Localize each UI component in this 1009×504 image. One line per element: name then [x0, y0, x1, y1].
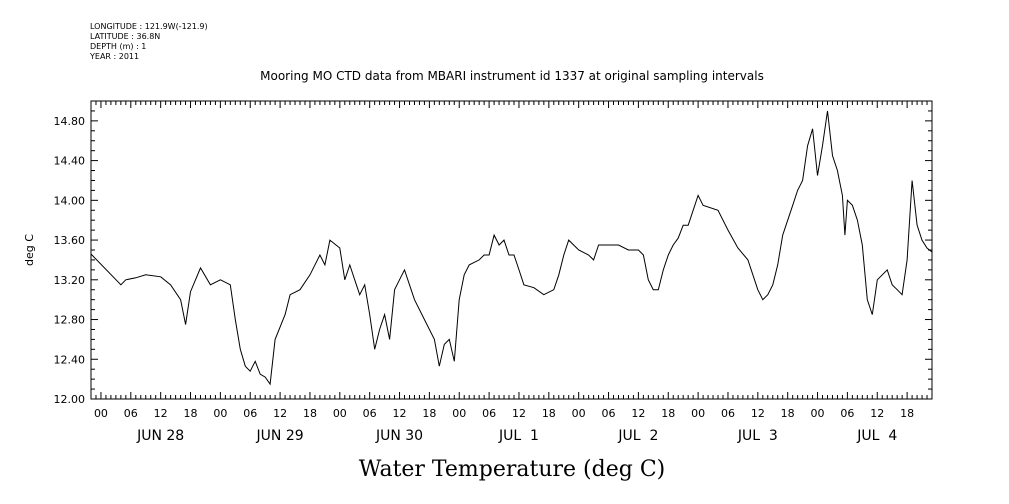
- y-axis-label: deg C: [23, 234, 36, 266]
- x-day-label: JUN 28: [136, 428, 184, 444]
- year-label: YEAR : 2011: [90, 52, 140, 61]
- x-tick-label: 12: [512, 407, 526, 420]
- y-tick-label: 12.00: [54, 393, 86, 406]
- x-tick-label: 18: [900, 407, 914, 420]
- x-tick-label: 18: [781, 407, 795, 420]
- x-day-label: JUL 2: [617, 428, 658, 444]
- x-tick-label: 12: [273, 407, 287, 420]
- x-day-label: JUN 29: [256, 428, 304, 444]
- x-tick-label: 06: [124, 407, 138, 420]
- x-tick-label: 00: [572, 407, 586, 420]
- x-tick-label: 18: [422, 407, 436, 420]
- x-tick-label: 18: [661, 407, 675, 420]
- x-day-label: JUL 4: [856, 428, 897, 444]
- longitude-label: LONGITUDE : 121.9W(-121.9): [90, 22, 208, 31]
- chart-title: Mooring MO CTD data from MBARI instrumen…: [260, 69, 764, 83]
- depth-label: DEPTH (m) : 1: [90, 42, 147, 51]
- y-tick-label: 13.60: [54, 234, 86, 247]
- axes-group: 12.00 12.40 12.80 13.20 13.60 14.00 14.40 14.80…: [54, 100, 933, 444]
- x-tick-label: 00: [691, 407, 705, 420]
- x-day-label: JUL 3: [737, 428, 778, 444]
- x-day-label: JUL 1: [498, 428, 539, 444]
- y-tick-label: 14.00: [54, 194, 86, 207]
- x-tick-label: 18: [303, 407, 317, 420]
- x-day-label: JUN 30: [375, 428, 423, 444]
- metadata-block: LONGITUDE : 121.9W(-121.9) LATITUDE : 36…: [90, 22, 208, 62]
- x-tick-label: 18: [184, 407, 198, 420]
- x-tick-label: 00: [811, 407, 825, 420]
- x-tick-label: 06: [602, 407, 616, 420]
- y-tick-label: 14.40: [54, 155, 86, 168]
- x-tick-label: 18: [542, 407, 556, 420]
- x-tick-label: 06: [721, 407, 735, 420]
- x-tick-label: 00: [452, 407, 466, 420]
- x-tick-label: 06: [482, 407, 496, 420]
- x-tick-label: 12: [751, 407, 765, 420]
- y-tick-label: 12.40: [54, 353, 86, 366]
- y-tick-label: 13.20: [54, 274, 86, 287]
- x-tick-label: 12: [393, 407, 407, 420]
- latitude-label: LATITUDE : 36.8N: [90, 32, 161, 41]
- y-tick-label: 14.80: [54, 115, 86, 128]
- y-tick-label: 12.80: [54, 314, 86, 327]
- x-tick-label: 00: [94, 407, 108, 420]
- x-tick-label: 00: [333, 407, 347, 420]
- x-tick-label: 12: [870, 407, 884, 420]
- temperature-series-line: [90, 110, 933, 386]
- x-tick-label: 06: [363, 407, 377, 420]
- x-axis-title: Water Temperature (deg C): [359, 457, 666, 482]
- x-tick-label: 06: [840, 407, 854, 420]
- x-tick-label: 12: [631, 407, 645, 420]
- x-tick-label: 12: [154, 407, 168, 420]
- x-tick-label: 06: [243, 407, 257, 420]
- x-tick-label: 00: [213, 407, 227, 420]
- plot-frame: [90, 100, 933, 400]
